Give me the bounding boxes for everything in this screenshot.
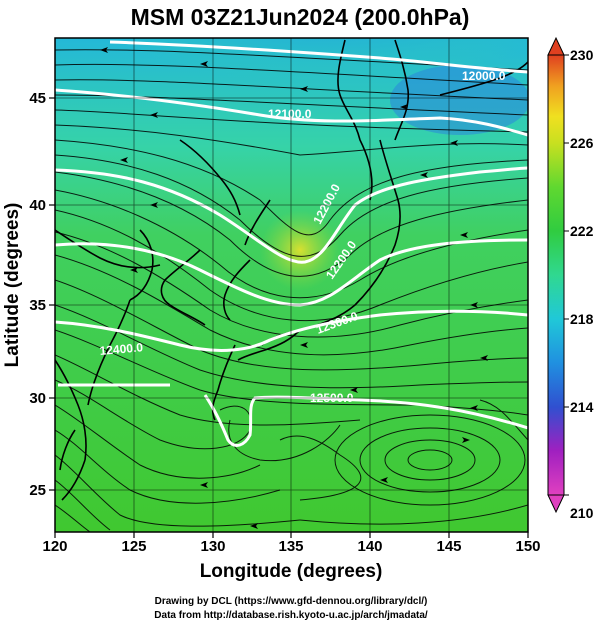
colorbar-max-arrow [547,36,565,56]
y-tick-label: 25 [29,482,46,499]
y-tick-label: 40 [29,197,46,214]
y-axis: 25 30 35 40 45 Latitude (degrees) [2,90,55,499]
x-tick-label: 130 [200,538,225,555]
y-tick-label: 35 [29,297,46,314]
x-axis: 120 125 130 135 140 145 150 Longitude (d… [42,532,541,582]
x-tick-label: 120 [42,538,67,555]
coastlines [55,39,528,501]
colorbar-tick-label: 230 [570,47,594,63]
cool-patch-east [390,65,528,135]
credit-data: Data from http://database.rish.kyoto-u.a… [154,610,428,621]
x-tick-label: 125 [121,538,146,555]
x-axis-label: Longitude (degrees) [200,561,383,582]
contour-label: 12100.0 [268,107,312,121]
y-axis-label: Latitude (degrees) [2,203,23,368]
x-tick-label: 150 [515,538,540,555]
streamlines [55,49,528,532]
warm-region [260,210,340,290]
contour-label: 12400.0 [99,340,144,358]
graticule [55,38,528,532]
colorbar: 230 226 222 218 214 210 [547,36,594,521]
x-tick-label: 135 [278,538,303,555]
y-tick-label: 45 [29,90,46,107]
colorbar-tick-label: 218 [570,311,594,327]
colorbar-tick-label: 214 [570,399,594,415]
colorbar-tick-label: 222 [570,223,594,239]
x-tick-label: 145 [436,538,461,555]
x-tick-label: 140 [357,538,382,555]
colorbar-tick-label: 210 [570,505,594,521]
colorbar-scale [547,54,565,496]
plot-area: 12000.0 12100.0 12200.0 12200.0 12300.0 … [55,38,528,532]
contour-label: 12000.0 [462,69,506,83]
credit-drawing: Drawing by DCL (https://www.gfd-dennou.o… [155,596,428,607]
colorbar-tick-label: 226 [570,135,594,151]
figure-title: MSM 03Z21Jun2024 (200.0hPa) [131,4,470,30]
y-tick-label: 30 [29,390,46,407]
colorbar-min-arrow [547,494,565,514]
